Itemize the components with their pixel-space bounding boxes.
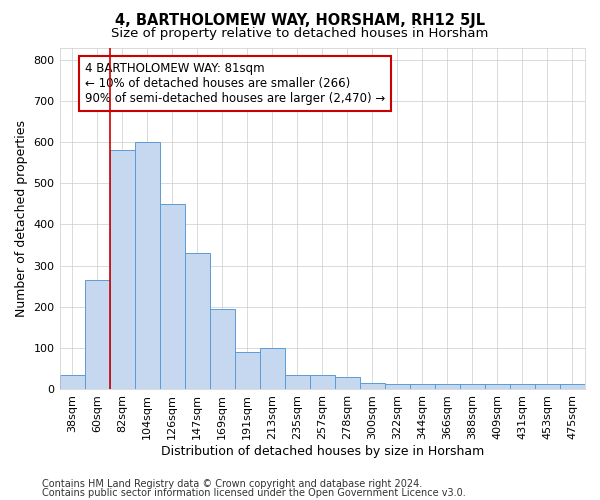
Bar [59, 374, 85, 389]
Text: Contains public sector information licensed under the Open Government Licence v3: Contains public sector information licen… [42, 488, 466, 498]
Bar [310, 374, 335, 389]
Bar [260, 348, 285, 389]
Text: 4 BARTHOLOMEW WAY: 81sqm
← 10% of detached houses are smaller (266)
90% of semi-: 4 BARTHOLOMEW WAY: 81sqm ← 10% of detach… [85, 62, 385, 105]
Bar [134, 142, 160, 389]
Bar [285, 374, 310, 389]
Bar [209, 308, 235, 389]
Bar [335, 376, 360, 389]
Bar [535, 384, 560, 389]
Bar [185, 253, 209, 389]
Bar [560, 384, 585, 389]
Text: Size of property relative to detached houses in Horsham: Size of property relative to detached ho… [112, 28, 488, 40]
Bar [435, 384, 460, 389]
Bar [110, 150, 134, 389]
Bar [360, 383, 385, 389]
Bar [485, 384, 510, 389]
X-axis label: Distribution of detached houses by size in Horsham: Distribution of detached houses by size … [161, 444, 484, 458]
Y-axis label: Number of detached properties: Number of detached properties [15, 120, 28, 316]
Text: 4, BARTHOLOMEW WAY, HORSHAM, RH12 5JL: 4, BARTHOLOMEW WAY, HORSHAM, RH12 5JL [115, 12, 485, 28]
Bar [510, 384, 535, 389]
Text: Contains HM Land Registry data © Crown copyright and database right 2024.: Contains HM Land Registry data © Crown c… [42, 479, 422, 489]
Bar [160, 204, 185, 389]
Bar [85, 280, 110, 389]
Bar [385, 384, 410, 389]
Bar [410, 384, 435, 389]
Bar [460, 384, 485, 389]
Bar [235, 352, 260, 389]
